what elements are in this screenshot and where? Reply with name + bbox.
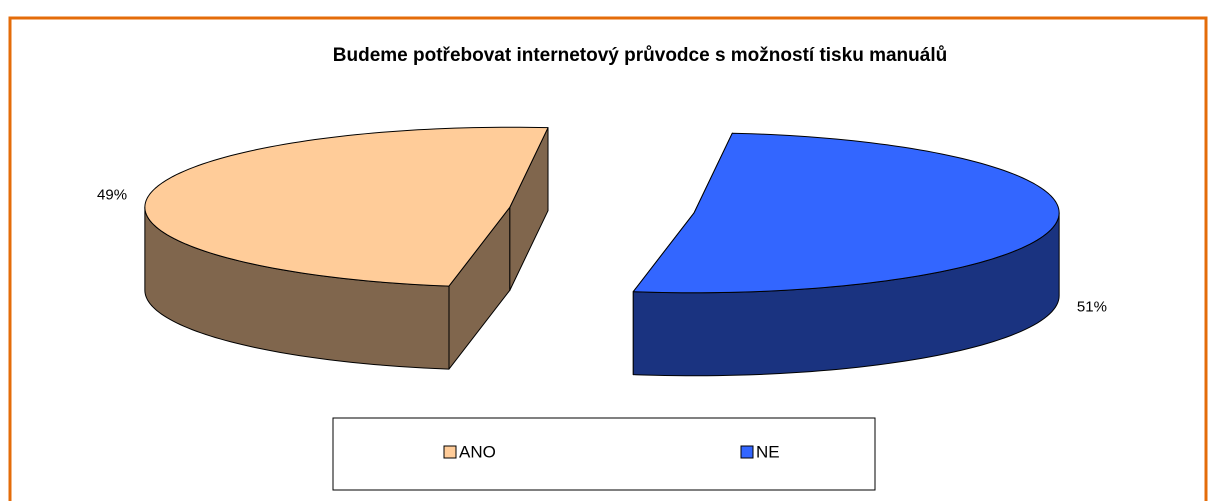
slice-top	[632, 132, 1060, 294]
data-label: 49%	[97, 186, 127, 203]
legend	[332, 417, 876, 491]
slice	[144, 126, 549, 370]
data-label: 51%	[1077, 299, 1107, 316]
legend-label: ANO	[459, 442, 496, 461]
pie: 49% 51%	[97, 126, 1107, 377]
slice-top	[144, 126, 549, 287]
chart-title: Budeme potřebovat internetový průvodce s…	[333, 45, 947, 66]
legend-items: ANO NE	[443, 442, 780, 461]
legend-swatch	[443, 445, 457, 459]
legend-swatch	[740, 445, 754, 459]
legend-label: NE	[756, 442, 780, 461]
slice	[632, 132, 1060, 377]
